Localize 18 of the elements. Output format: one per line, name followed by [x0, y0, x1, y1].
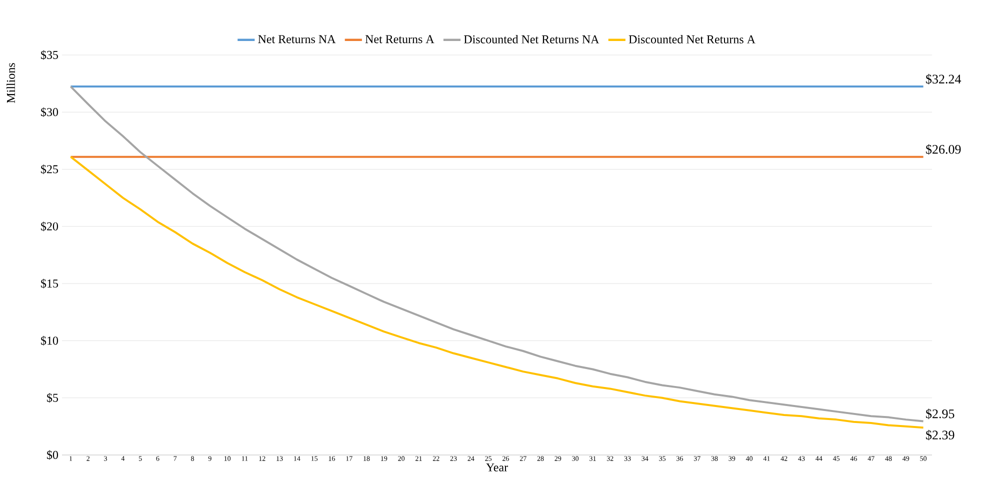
y-tick-label: $20 — [41, 222, 58, 232]
legend-label: Net Returns A — [365, 35, 434, 44]
y-tick-label: $15 — [41, 278, 58, 288]
data-label: $2.95 — [926, 408, 954, 420]
y-tick-label: $35 — [41, 50, 58, 60]
data-label: $26.09 — [926, 144, 961, 155]
data-label: $32.24 — [926, 74, 962, 84]
legend-label: Discounted Net Returns NA — [464, 34, 600, 44]
y-axis-title: Millions — [6, 63, 15, 103]
data-label: $2.39 — [926, 430, 954, 440]
x-axis-title: Year — [486, 463, 508, 472]
y-tick-label: $5 — [47, 393, 58, 403]
y-tick-label: $30 — [41, 107, 58, 117]
legend-label: Discounted Net Returns A — [628, 34, 756, 44]
legend-label: Net Returns NA — [258, 35, 336, 44]
y-tick-label: $25 — [41, 164, 58, 174]
y-tick-label: $0 — [47, 450, 58, 460]
y-tick-label: $10 — [41, 336, 58, 346]
